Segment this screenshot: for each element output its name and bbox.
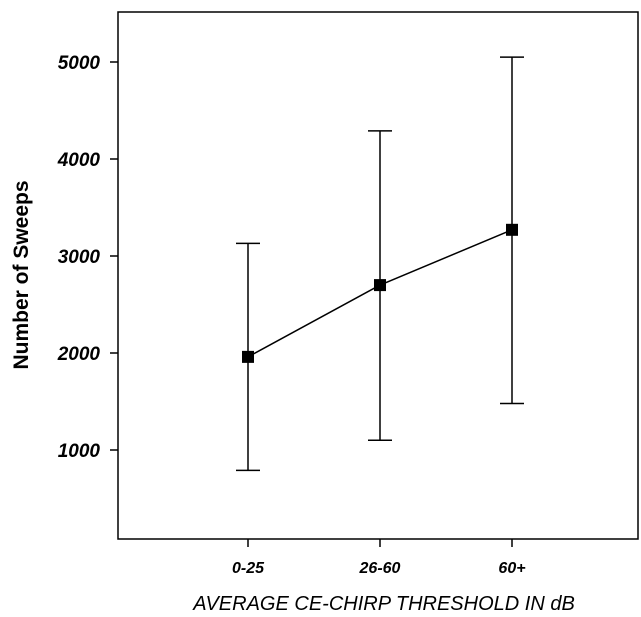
y-axis-title: Number of Sweeps	[10, 180, 33, 369]
data-markers	[242, 223, 518, 363]
data-point-marker	[506, 223, 518, 236]
x-axis-ticks: 0-25 26-60 60+	[232, 539, 526, 577]
y-tick-label: 2000	[57, 344, 101, 365]
y-tick-label: 1000	[58, 441, 101, 462]
plot-frame	[117, 11, 639, 540]
data-point-marker	[242, 350, 254, 363]
error-bars	[236, 56, 524, 472]
y-tick-label: 4000	[57, 150, 101, 171]
y-tick-label: 3000	[58, 247, 101, 268]
x-tick-label: 0-25	[232, 560, 265, 577]
x-tick-label: 60+	[498, 560, 525, 577]
y-tick-label: 5000	[58, 53, 101, 74]
x-axis-title: AVERAGE CE-CHIRP THRESHOLD IN dB	[192, 593, 575, 615]
x-tick-label: 26-60	[359, 560, 401, 577]
data-point-marker	[374, 279, 386, 292]
y-axis-ticks: 1000 2000 3000 4000 5000	[57, 53, 118, 462]
